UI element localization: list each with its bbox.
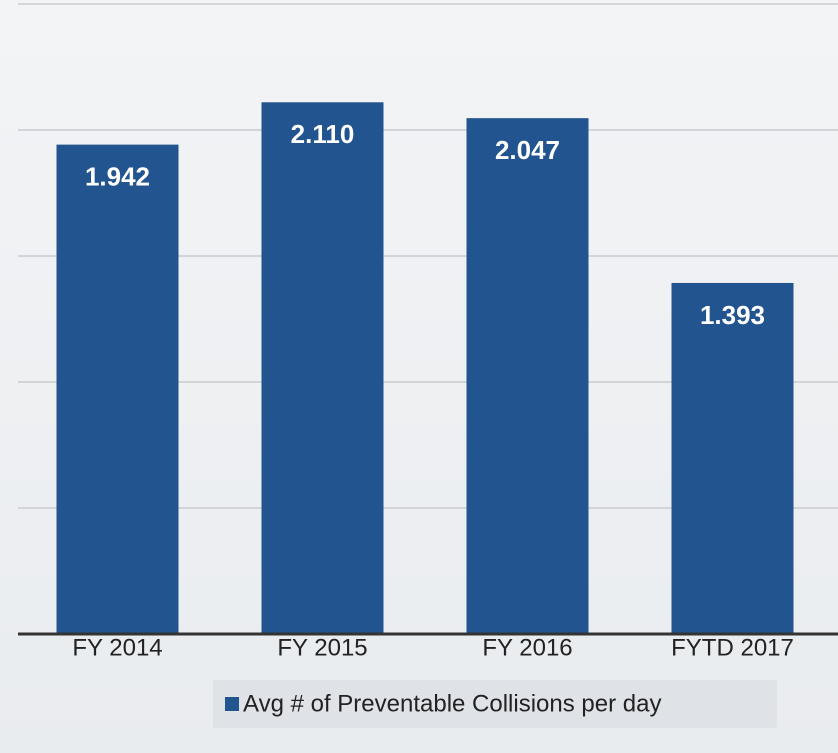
bar — [56, 144, 179, 634]
data-label: 2.110 — [291, 119, 355, 149]
bar — [671, 282, 794, 634]
x-tick-label: FY 2014 — [72, 634, 162, 661]
data-label: 1.942 — [85, 161, 150, 191]
x-tick-label: FYTD 2017 — [671, 634, 794, 661]
legend-swatch — [225, 697, 239, 711]
data-label: 2.047 — [495, 135, 560, 165]
bar — [261, 102, 384, 634]
legend-box — [213, 680, 777, 728]
x-tick-label: FY 2015 — [277, 634, 367, 661]
data-label: 1.393 — [700, 300, 765, 330]
bar — [466, 118, 589, 634]
legend-label: Avg # of Preventable Collisions per day — [243, 690, 661, 717]
x-tick-label: FY 2016 — [482, 634, 572, 661]
